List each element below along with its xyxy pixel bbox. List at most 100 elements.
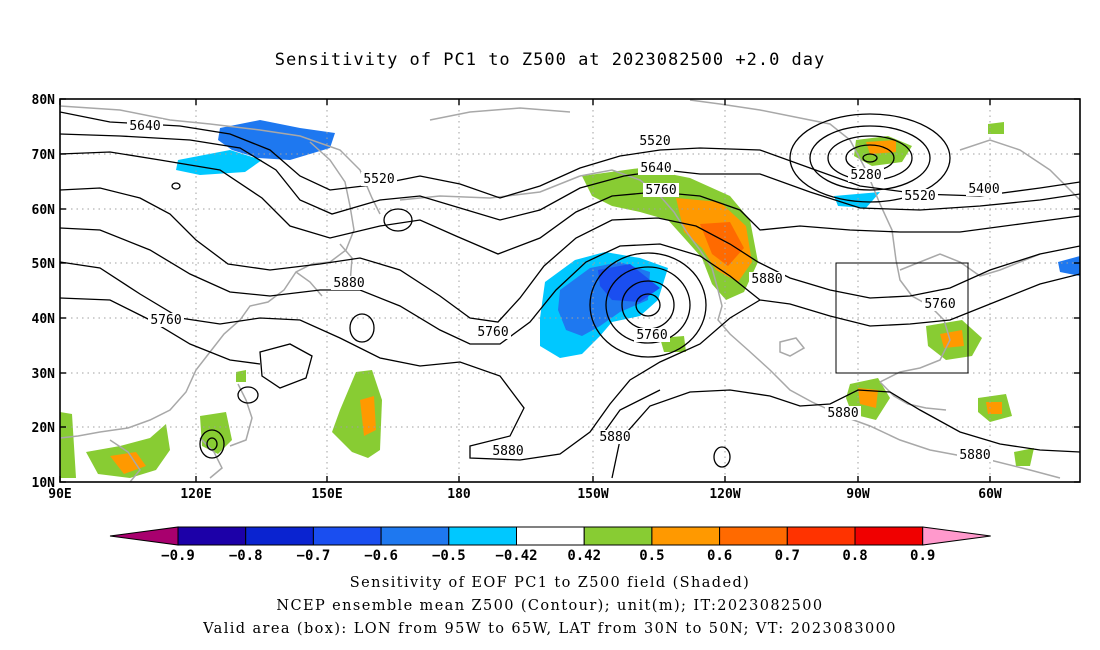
colorbar-label: −0.42 — [495, 548, 537, 564]
contour-label: 5760 — [477, 325, 508, 340]
positive-area — [846, 378, 890, 420]
shaded-sensitivity — [60, 120, 1080, 478]
colorbar-label: −0.6 — [364, 548, 398, 564]
contour-label: 5760 — [636, 328, 667, 343]
lat-label: 40N — [32, 312, 56, 327]
contour-label: 5640 — [640, 161, 671, 176]
contour-label: 5880 — [333, 276, 364, 291]
colorbar-label: 0.6 — [707, 548, 732, 564]
negative-area — [558, 262, 650, 336]
colorbar: −0.9 −0.8 −0.7 −0.6 −0.5 −0.42 0.42 0.5 0.6 0.7 0.… — [109, 526, 991, 564]
contour-label-bg — [848, 168, 884, 182]
colorbar-segment — [448, 526, 517, 546]
colorbar-segment — [177, 526, 247, 546]
negative-area — [834, 192, 880, 208]
contour-label-bg — [966, 182, 1002, 196]
contour-label-bg — [127, 119, 163, 133]
contour-label: 5400 — [968, 182, 999, 197]
positive-area — [858, 388, 878, 408]
colorbar-label: −0.9 — [161, 548, 195, 564]
colorbar-segment — [786, 526, 856, 546]
positive-area — [110, 452, 146, 474]
colorbar-segment — [583, 526, 653, 546]
lon-label: 150E — [311, 487, 342, 502]
contour-label: 5760 — [645, 183, 676, 198]
lon-label: 90W — [846, 487, 870, 502]
positive-area — [660, 336, 686, 352]
latitude-axis: 80N 70N 60N 50N 40N 30N 20N 10N — [32, 93, 1080, 491]
colorbar-label: −0.8 — [229, 548, 263, 564]
lat-label: 80N — [32, 93, 56, 108]
colorbar-segment — [380, 526, 450, 546]
contour-label: 5880 — [492, 444, 523, 459]
colorbar-segment — [109, 526, 179, 546]
lon-label: 60W — [978, 487, 1002, 502]
lat-label: 70N — [32, 148, 56, 163]
contour-label: 5520 — [363, 172, 394, 187]
positive-area — [236, 370, 246, 382]
contour-labels: 5640 5520 5520 5640 5760 5280 5520 5400 5880 5880… — [127, 119, 1002, 463]
positive-area — [332, 370, 382, 458]
contour-label: 5760 — [150, 313, 181, 328]
colorbar-segment — [922, 526, 991, 546]
colorbar-segment — [854, 526, 924, 546]
caption-line-2: NCEP ensemble mean Z500 (Contour); unit(… — [276, 598, 824, 614]
caption-line-1: Sensitivity of EOF PC1 to Z500 field (Sh… — [349, 575, 751, 591]
map-frame — [59, 98, 1081, 483]
lon-label: 150W — [577, 487, 608, 502]
negative-area — [218, 120, 335, 160]
colorbar-label: −0.5 — [432, 548, 466, 564]
contour-label-bg — [643, 183, 679, 197]
positive-area — [700, 222, 744, 266]
colorbar-segment — [245, 526, 314, 546]
contour-label-bg — [490, 444, 526, 458]
positive-area — [1014, 448, 1034, 466]
positive-area — [986, 402, 1002, 414]
valid-area-box — [835, 262, 969, 374]
contour-label-bg — [331, 276, 367, 290]
contour-label-bg — [825, 406, 861, 420]
positive-area — [926, 320, 982, 360]
colorbar-label: 0.5 — [639, 548, 664, 564]
colorbar-segment — [312, 526, 382, 546]
contour-label-bg — [638, 161, 674, 175]
longitude-axis: 90E 120E 150E 180 150W 120W 90W 60W — [48, 99, 1002, 502]
negative-area — [598, 264, 660, 302]
colorbar-label: 0.42 — [567, 548, 601, 564]
contour-label: 5520 — [904, 189, 935, 204]
positive-area — [978, 394, 1012, 422]
negative-area — [1058, 256, 1080, 276]
negative-area — [176, 150, 262, 175]
positive-area — [360, 396, 376, 436]
contour-label-bg — [597, 430, 633, 444]
contour-label-bg — [902, 189, 938, 203]
contour-label: 5880 — [599, 430, 630, 445]
colorbar-label: 0.9 — [910, 548, 935, 564]
lon-label: 120W — [709, 487, 740, 502]
contour-label-bg — [148, 313, 184, 327]
positive-area — [854, 136, 912, 166]
contour-label-bg — [922, 297, 958, 311]
chart-title: Sensitivity of PC1 to Z500 at 2023082500… — [274, 50, 826, 70]
positive-area — [60, 412, 76, 478]
lon-label: 120E — [180, 487, 211, 502]
gridlines — [60, 99, 1080, 482]
lat-label: 10N — [32, 476, 56, 491]
contour-label-bg — [957, 448, 993, 462]
lat-label: 50N — [32, 257, 56, 272]
contour-label-bg — [361, 172, 397, 186]
lat-label: 20N — [32, 421, 56, 436]
positive-area — [582, 168, 758, 300]
colorbar-segment — [651, 526, 721, 546]
contour-label-bg — [475, 325, 511, 339]
colorbar-label: 0.7 — [775, 548, 800, 564]
contour-label: 5880 — [751, 272, 782, 287]
lon-label: 180 — [447, 487, 471, 502]
contour-label: 5640 — [129, 119, 160, 134]
colorbar-label: 0.8 — [842, 548, 867, 564]
contour-label-bg — [749, 272, 785, 286]
positive-area — [988, 122, 1004, 134]
contour-label: 5880 — [827, 406, 858, 421]
positive-area — [200, 412, 232, 454]
